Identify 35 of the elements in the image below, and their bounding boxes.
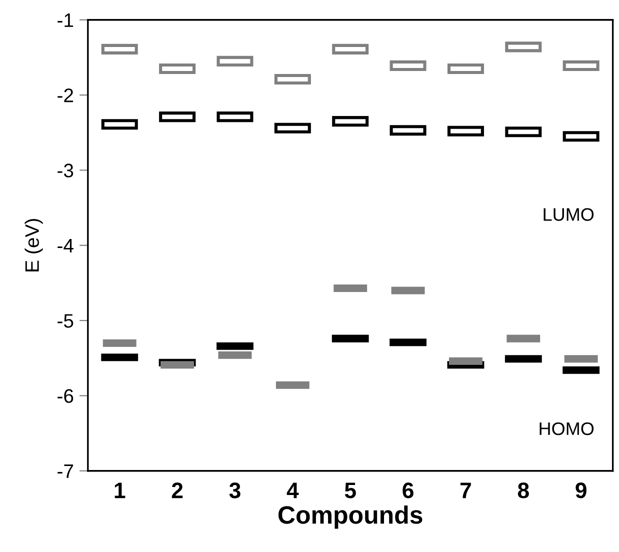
- y-tick-label: -7: [58, 464, 74, 478]
- x-tick-label: 3: [229, 482, 240, 498]
- x-axis-title: Compounds: [278, 505, 422, 529]
- y-tick-label: -2: [58, 88, 74, 102]
- bar: [564, 355, 598, 363]
- y-tick-label: -3: [58, 164, 74, 178]
- bar: [562, 366, 600, 374]
- x-tick-label: 2: [172, 482, 183, 498]
- bar: [218, 351, 252, 359]
- bar: [504, 355, 542, 363]
- bar: [448, 357, 482, 365]
- bar: [506, 334, 540, 342]
- x-tick-label: 9: [576, 482, 586, 498]
- x-tick-label: 8: [518, 482, 529, 498]
- x-tick-label: 1: [114, 482, 126, 498]
- y-tick-label: -1: [58, 14, 74, 27]
- x-tick-label: 4: [286, 482, 299, 498]
- y-tick-label: -5: [58, 314, 74, 328]
- bar: [390, 338, 426, 346]
- annotation: LUMO: [544, 208, 594, 221]
- bar: [391, 286, 425, 294]
- annotation: HOMO: [540, 422, 594, 436]
- bar: [276, 381, 310, 389]
- y-tick-label: -4: [58, 239, 74, 252]
- bar: [216, 342, 254, 350]
- bar: [334, 284, 368, 292]
- y-tick-label: -6: [58, 389, 74, 403]
- bar: [101, 354, 138, 362]
- bar: [332, 334, 369, 342]
- bar: [160, 361, 194, 369]
- y-axis-title: E (eV): [24, 219, 43, 272]
- x-tick-label: 5: [344, 482, 356, 498]
- x-tick-label: 7: [460, 482, 471, 498]
- x-tick-label: 6: [402, 482, 414, 498]
- bar: [102, 339, 136, 347]
